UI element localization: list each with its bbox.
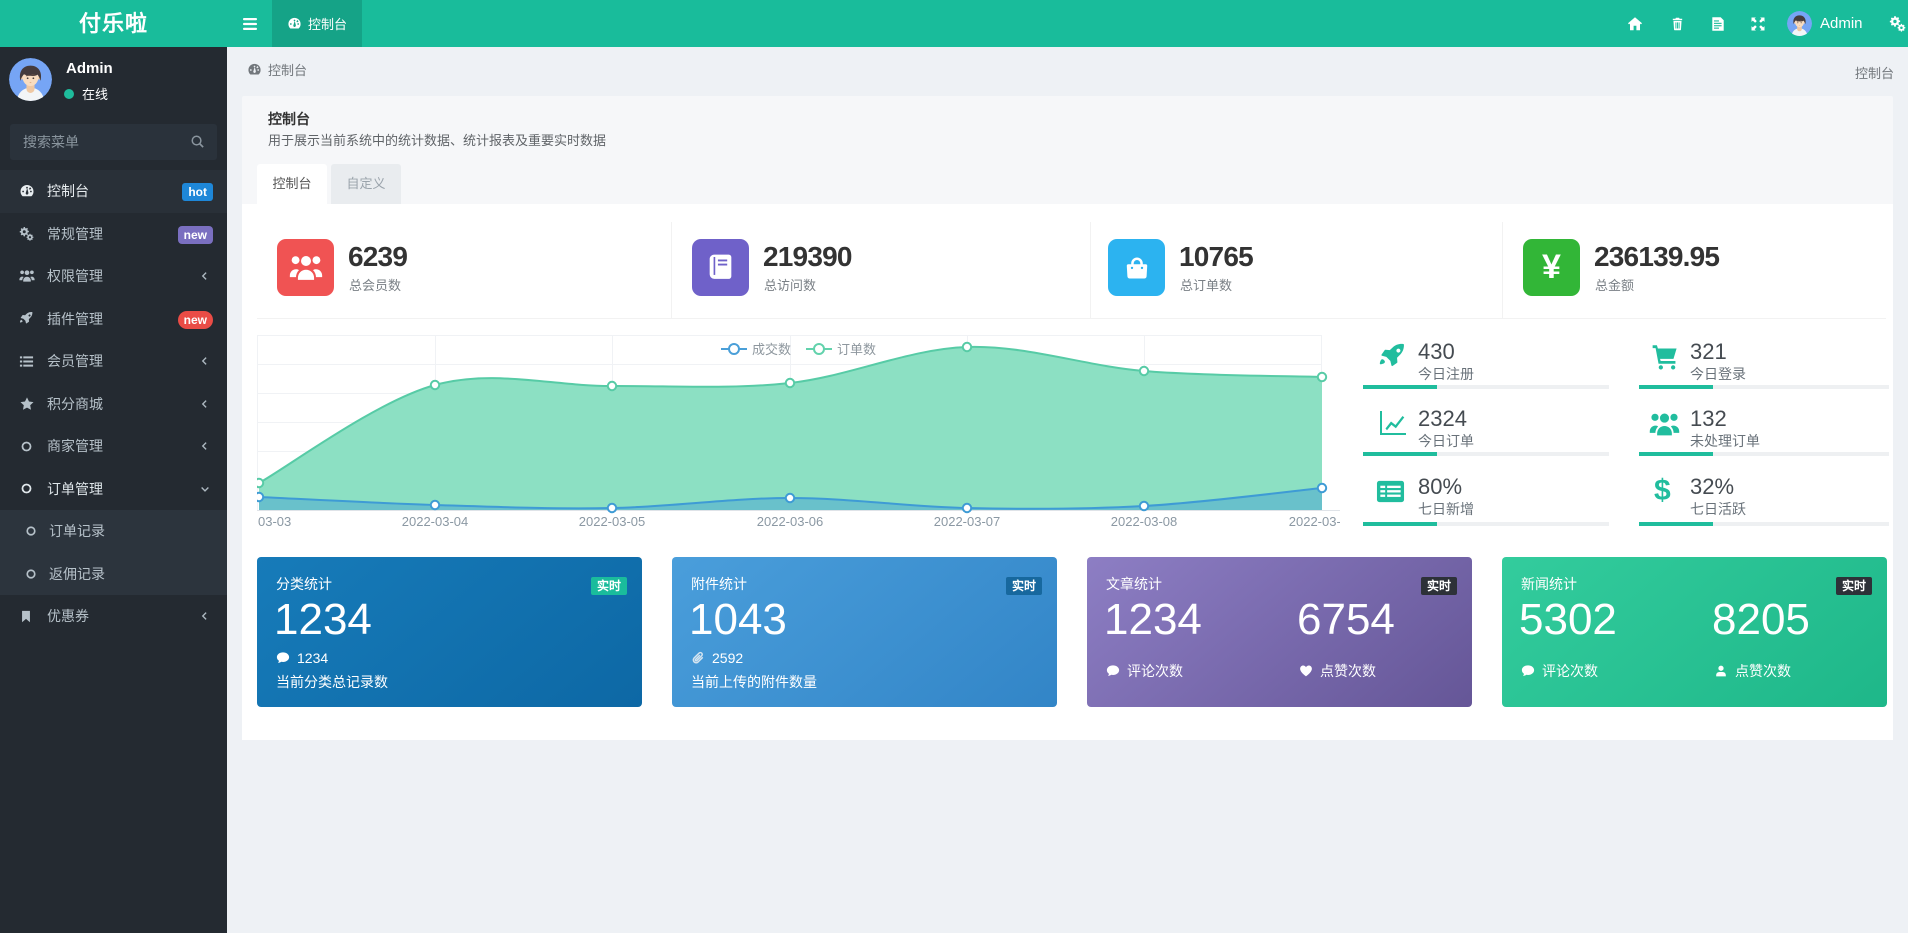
svg-text:03-03: 03-03 <box>258 514 291 529</box>
svg-text:2022-03-06: 2022-03-06 <box>757 514 824 529</box>
svg-text:2022-03-05: 2022-03-05 <box>579 514 646 529</box>
svg-text:2022-03-07: 2022-03-07 <box>934 514 1001 529</box>
svg-text:2022-03-04: 2022-03-04 <box>402 514 469 529</box>
svg-text:2022-03-09: 2022-03-09 <box>1289 514 1340 529</box>
svg-text:2022-03-08: 2022-03-08 <box>1111 514 1178 529</box>
